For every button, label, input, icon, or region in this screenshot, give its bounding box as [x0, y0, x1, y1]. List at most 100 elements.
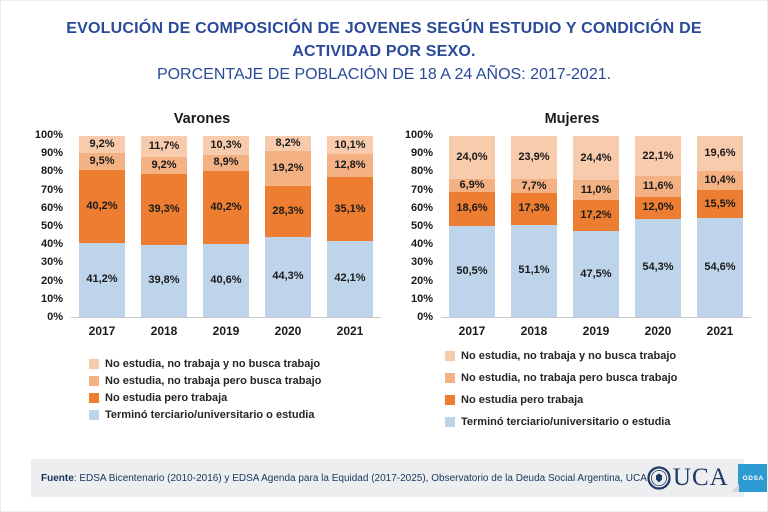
legend-color-swatch — [445, 395, 455, 405]
bar-segment: 44,3% — [265, 236, 311, 317]
bar-segment-value: 8,9% — [213, 156, 239, 169]
bar-segment-value: 10,3% — [210, 138, 242, 151]
bar-cell: 23,9% 7,7% 17,3% 51,1% — [503, 136, 565, 317]
bar-segment-value: 10,1% — [334, 138, 366, 151]
bar-segment: 54,3% — [635, 218, 681, 317]
bar-segment: 35,1% — [327, 177, 373, 241]
stacked-bar: 10,3% 8,9% 40,2% 40,6% — [203, 136, 249, 317]
y-axis-tick-label: 30% — [40, 256, 63, 269]
y-axis-tick-label: 0% — [417, 311, 433, 323]
legend-label: No estudia, no trabaja y no busca trabaj… — [461, 350, 677, 362]
bar-segment: 19,2% — [265, 150, 311, 186]
chart-title: Varones — [173, 111, 231, 127]
bar-segment-value: 40,2% — [86, 199, 118, 212]
bar-segment-value: 12,8% — [334, 159, 366, 172]
bar-segment-value: 15,5% — [704, 197, 736, 210]
bar-segment-value: 28,3% — [272, 204, 304, 217]
bar-segment: 47,5% — [573, 231, 619, 317]
bar-segment-value: 51,1% — [518, 264, 550, 277]
bar-segment-value: 19,2% — [272, 161, 304, 174]
stacked-bar: 24,4% 11,0% 17,2% 47,5% — [573, 136, 619, 317]
legend-color-swatch — [445, 417, 455, 427]
stacked-bar: 24,0% 6,9% 18,6% 50,5% — [449, 136, 495, 317]
bar-segment-value: 7,7% — [521, 179, 547, 192]
bar-segment-value: 18,6% — [456, 202, 488, 215]
legend-item: Terminó terciario/universitario o estudi… — [445, 416, 751, 428]
odsa-badge-text: ODSA — [742, 474, 764, 482]
header: EVOLUCIÓN DE COMPOSICIÓN DE JOVENES SEGÚ… — [1, 17, 767, 86]
bar-cell: 10,1% 12,8% 35,1% 42,1% — [319, 136, 381, 317]
bar-segment: 51,1% — [511, 224, 557, 317]
bar-segment: 41,2% — [79, 242, 125, 317]
x-axis-tick-label: 2018 — [520, 324, 548, 338]
legend-color-swatch — [89, 393, 99, 403]
y-axis-tick-label: 90% — [410, 147, 433, 160]
stacked-bar: 9,2% 9,5% 40,2% 41,2% — [79, 136, 125, 317]
stacked-bar: 10,1% 12,8% 35,1% 42,1% — [327, 136, 373, 317]
bar-segment: 17,3% — [511, 193, 557, 225]
stacked-bar: 8,2% 19,2% 28,3% 44,3% — [265, 136, 311, 317]
legend-color-swatch — [445, 373, 455, 383]
bar-segment: 9,5% — [79, 152, 125, 170]
legend-item: No estudia pero trabaja — [89, 392, 381, 404]
bar-segment: 12,8% — [327, 154, 373, 178]
y-axis-tick-label: 10% — [40, 292, 63, 305]
bar-segment: 42,1% — [327, 240, 373, 317]
x-axis-tick-label: 2021 — [706, 324, 734, 338]
y-axis-tick-label: 70% — [410, 183, 433, 196]
x-axis-tick-label: 2017 — [458, 324, 486, 338]
bar-segment: 40,6% — [203, 243, 249, 317]
page-title-line1: EVOLUCIÓN DE COMPOSICIÓN DE JOVENES SEGÚ… — [66, 20, 702, 37]
uca-logo-text: UCA — [672, 464, 729, 491]
y-axis-tick-label: 80% — [40, 165, 63, 178]
legend-color-swatch — [445, 351, 455, 361]
bar-segment: 10,3% — [203, 136, 249, 155]
x-axis-tick-label: 2019 — [582, 324, 610, 338]
legend-label: No estudia, no trabaja pero busca trabaj… — [461, 372, 678, 384]
legend-label: No estudia, no trabaja y no busca trabaj… — [105, 358, 321, 370]
legend: No estudia, no trabaja y no busca trabaj… — [445, 350, 751, 428]
bar-segment: 19,6% — [697, 135, 743, 172]
uca-logo: UCA ODSA — [647, 464, 767, 492]
chart-varones: Varones 100% 90% 80% 70% 60% 50% 40% 30% 20% 10% 0… — [23, 111, 381, 421]
bar-segment: 10,4% — [697, 171, 743, 191]
bar-segment-value: 39,8% — [148, 274, 180, 287]
y-axis-tick-label: 50% — [410, 220, 433, 232]
bar-segment-value: 9,2% — [151, 158, 177, 171]
stacked-bar: 11,7% 9,2% 39,3% 39,8% — [141, 136, 187, 317]
plot-wrap: 100% 90% 80% 70% 60% 50% 40% 30% 20% 10% 0% 9,2% 9,… — [23, 129, 381, 323]
y-axis-tick-label: 20% — [40, 274, 63, 287]
plot-area: 9,2% 9,5% 40,2% 41,2% 11,7% 9,2% 39,3% 39,8% 10,… — [71, 136, 381, 318]
legend-label: No estudia pero trabaja — [105, 392, 228, 404]
bar-segment: 24,4% — [573, 136, 619, 181]
y-axis-tick-label: 40% — [40, 238, 63, 251]
stacked-bar: 19,6% 10,4% 15,5% 54,6% — [697, 135, 743, 317]
x-axis-tick-label: 2020 — [644, 324, 672, 338]
bar-cell: 9,2% 9,5% 40,2% 41,2% — [71, 136, 133, 317]
bar-cell: 10,3% 8,9% 40,2% 40,6% — [195, 136, 257, 317]
legend-item: No estudia, no trabaja pero busca trabaj… — [445, 372, 751, 384]
uca-seal-icon — [647, 466, 671, 490]
plot-wrap: 100% 90% 80% 70% 60% 50% 40% 30% 20% 10% 0% 24,0% 6… — [393, 129, 751, 323]
x-axis-tick-label: 2018 — [150, 324, 178, 338]
bar-segment-value: 54,6% — [704, 261, 736, 274]
bar-segment-value: 44,3% — [272, 270, 304, 283]
bar-segment: 9,2% — [141, 157, 187, 174]
bar-cell: 22,1% 11,6% 12,0% 54,3% — [627, 136, 689, 317]
x-axis-tick-label: 2020 — [274, 324, 302, 338]
legend-color-swatch — [89, 376, 99, 386]
x-axis: 2017 2018 2019 2020 2021 — [441, 324, 751, 338]
y-axis-tick-label: 20% — [410, 274, 433, 287]
legend-item: Terminó terciario/universitario o estudi… — [89, 409, 381, 421]
bar-segment: 10,1% — [327, 136, 373, 155]
x-axis-tick-label: 2019 — [212, 324, 240, 338]
bar-segment-value: 40,6% — [210, 273, 242, 286]
odsa-badge: ODSA — [730, 464, 767, 492]
y-axis-tick-label: 0% — [47, 311, 63, 323]
page-title-line2: ACTIVIDAD POR SEXO. — [292, 43, 476, 60]
footer-bar: Fuente: EDSA Bicentenario (2010-2016) y … — [31, 459, 767, 497]
bar-segment-value: 39,3% — [148, 202, 180, 215]
bar-segment: 11,0% — [573, 180, 619, 201]
stacked-bar: 23,9% 7,7% 17,3% 51,1% — [511, 136, 557, 317]
y-axis-tick-label: 100% — [34, 129, 63, 141]
